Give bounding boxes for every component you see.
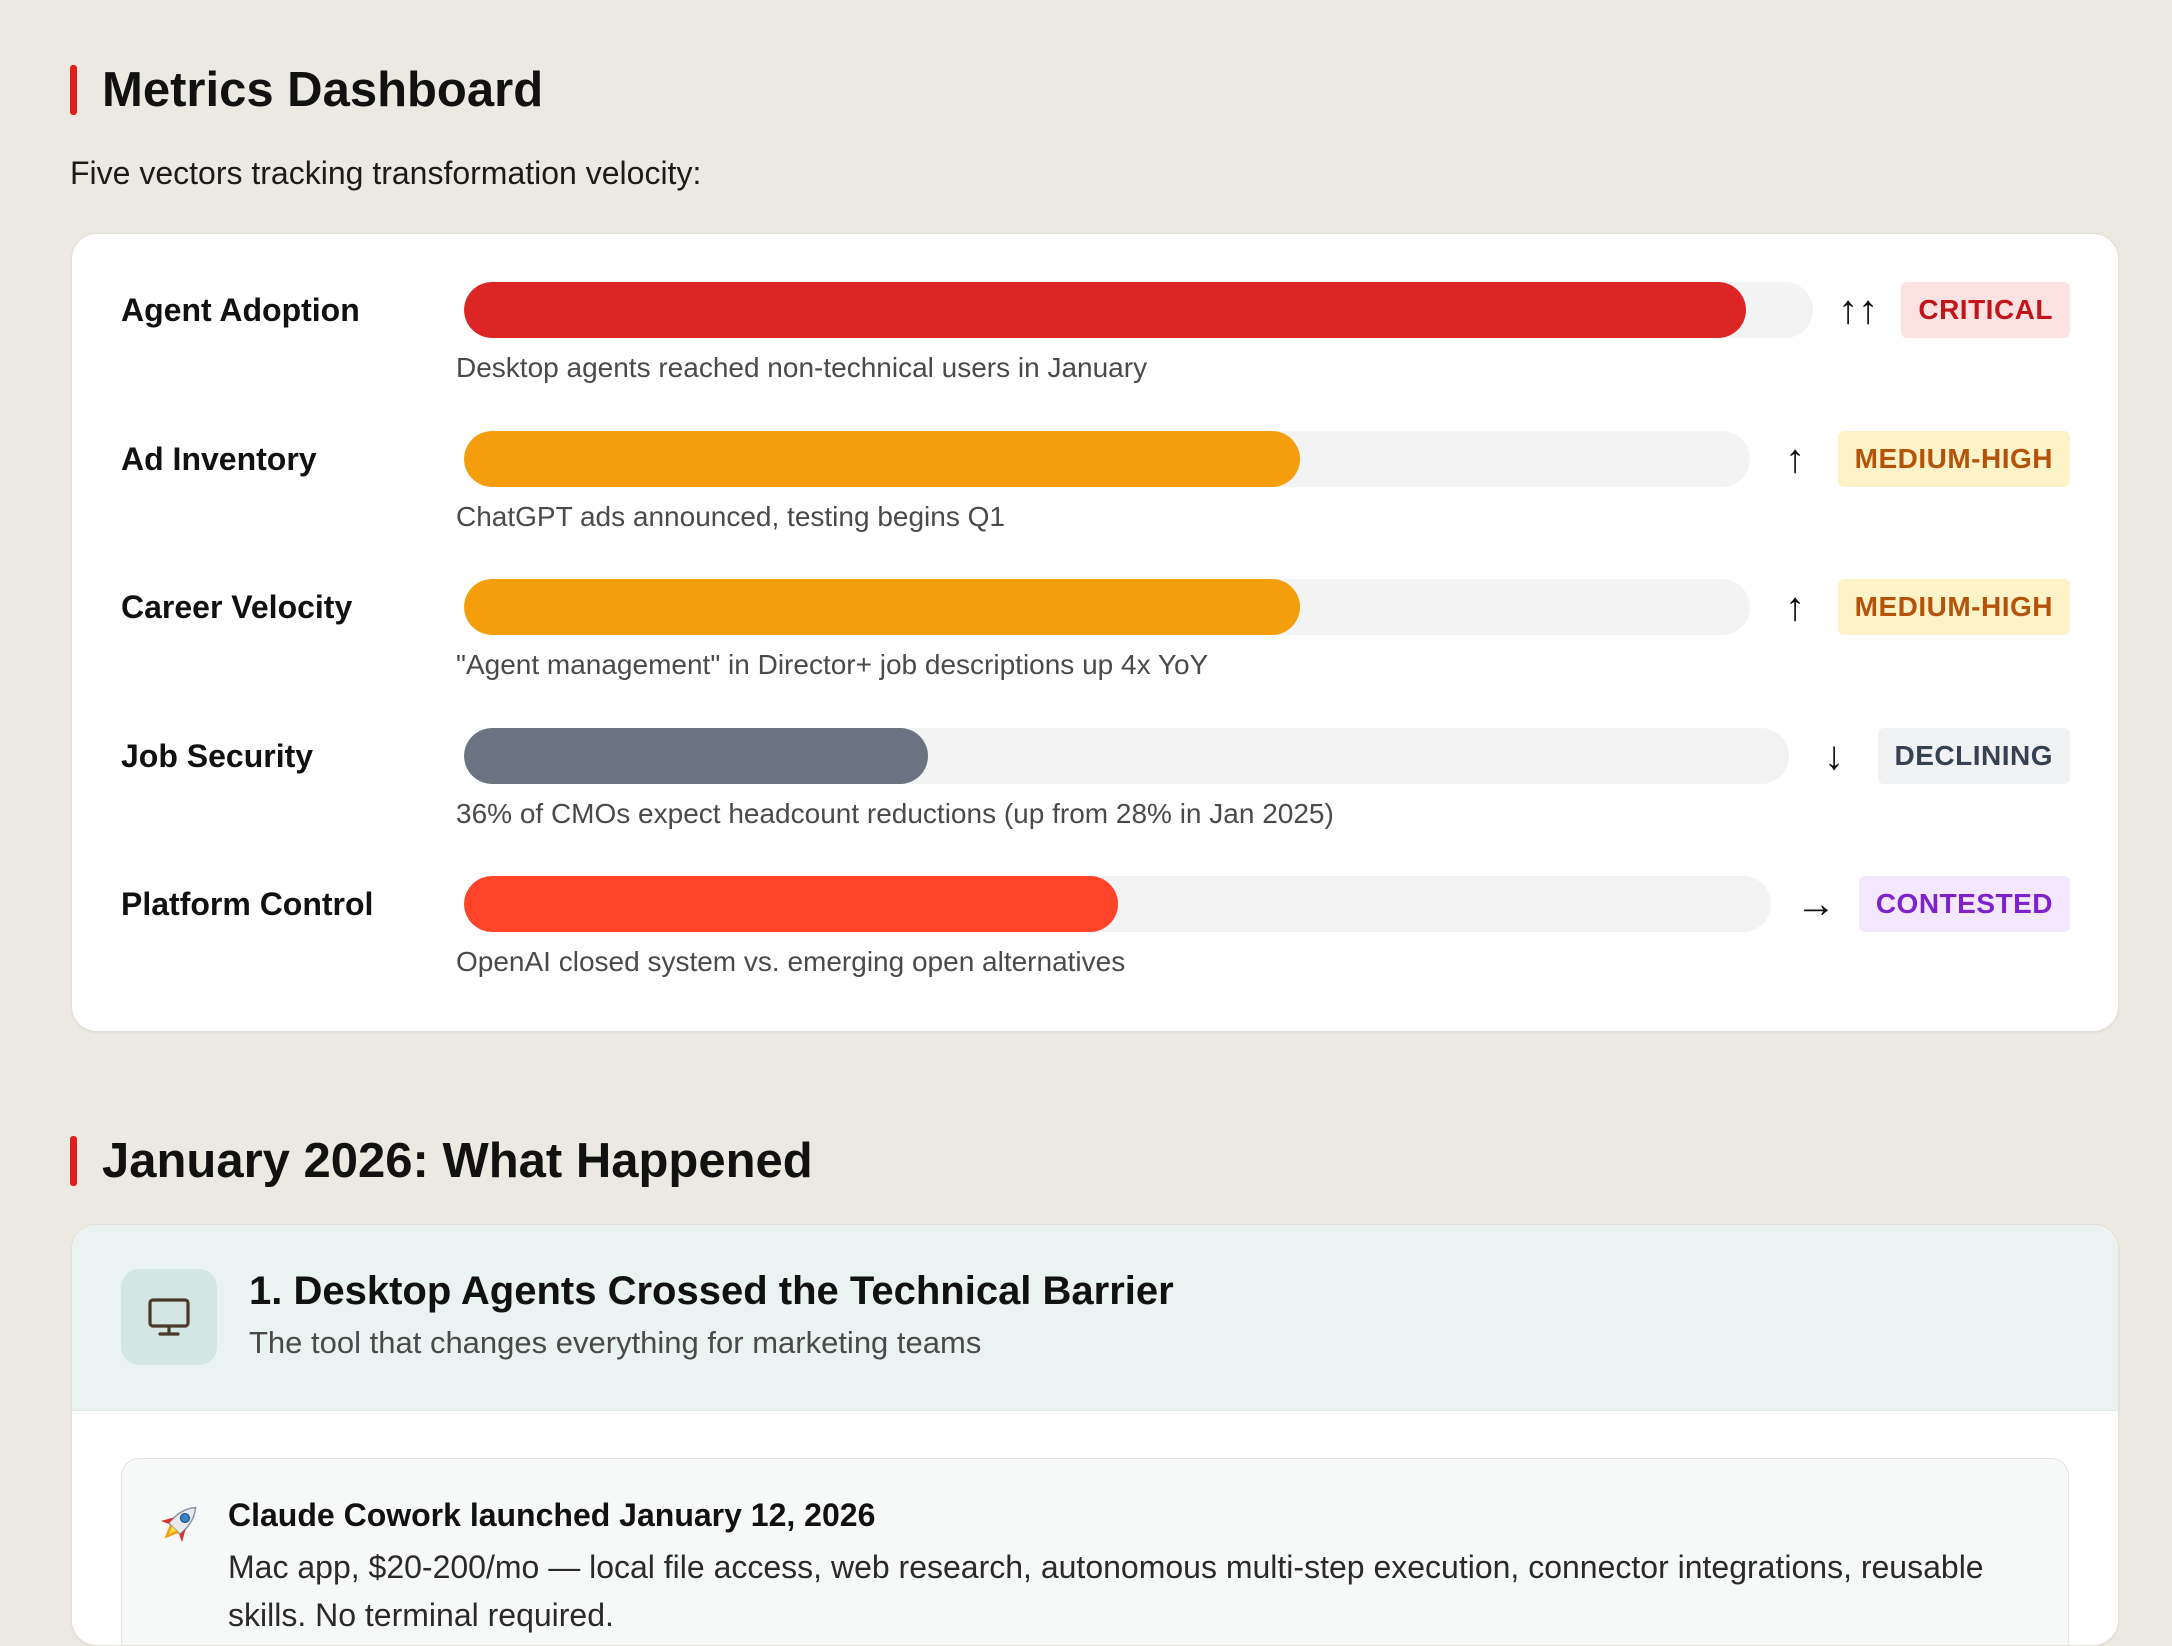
metric-bar-fill — [464, 876, 1118, 932]
heading-accent-bar — [70, 1136, 77, 1186]
event-card-header[interactable]: 1. Desktop Agents Crossed the Technical … — [72, 1225, 2118, 1411]
metric-bar-fill — [464, 579, 1300, 635]
event-title: 1. Desktop Agents Crossed the Technical … — [249, 1269, 1174, 1313]
trend-arrow-icon: ↑ — [1785, 436, 1805, 481]
metric-row: Platform Control CONTESTED → OpenAI closed … — [72, 876, 2118, 1016]
metric-name: Ad Inventory — [121, 440, 317, 477]
metric-bar-track — [464, 579, 1750, 635]
event-card: 1. Desktop Agents Crossed the Technical … — [71, 1224, 2119, 1646]
metric-bar-fill — [464, 282, 1746, 338]
metrics-intro-text: Five vectors tracking transformation vel… — [70, 155, 702, 191]
event-subtitle: The tool that changes everything for mar… — [249, 1325, 982, 1360]
heading-accent-bar — [70, 65, 77, 115]
rocket-icon — [154, 1497, 206, 1549]
metric-description: OpenAI closed system vs. emerging open a… — [456, 946, 1126, 977]
event-item-text: Mac app, $20-200/mo — local file access,… — [228, 1549, 1984, 1633]
metric-bar-track — [464, 282, 1813, 338]
status-badge: MEDIUM-HIGH — [1837, 430, 2070, 487]
metric-row: Agent Adoption CRITICAL ↑↑ Desktop agents r… — [72, 282, 2118, 422]
metric-name: Job Security — [121, 737, 314, 774]
metrics-dashboard-heading: Metrics Dashboard — [70, 62, 543, 118]
trend-arrow-icon: → — [1796, 882, 1836, 926]
metric-row: Career Velocity MEDIUM-HIGH ↑ "Agent manage… — [72, 579, 2118, 719]
events-heading: January 2026: What Happened — [70, 1133, 813, 1189]
status-badge: CRITICAL — [1901, 282, 2070, 338]
events-title: January 2026: What Happened — [102, 1134, 813, 1188]
metric-description: Desktop agents reached non-technical use… — [456, 352, 1148, 383]
metric-row: Job Security DECLINING ↓ 36% of CMOs expect… — [72, 727, 2118, 868]
metric-bar-fill — [464, 727, 928, 784]
metric-bar-track — [464, 727, 1789, 784]
metric-description: 36% of CMOs expect headcount reductions … — [456, 797, 1334, 829]
trend-arrow-icon: ↓ — [1824, 733, 1844, 778]
metric-description: ChatGPT ads announced, testing begins Q1 — [456, 500, 1005, 532]
metric-name: Platform Control — [121, 886, 374, 922]
trend-arrow-icon: ↑ — [1785, 585, 1805, 629]
monitor-icon — [121, 1269, 217, 1365]
status-badge: MEDIUM-HIGH — [1837, 579, 2070, 635]
metric-name: Agent Adoption — [121, 292, 360, 328]
metrics-dashboard-title: Metrics Dashboard — [102, 63, 544, 117]
status-badge: DECLINING — [1877, 727, 2070, 784]
metric-description: "Agent management" in Director+ job desc… — [456, 649, 1209, 680]
event-item: Claude Cowork launched January 12, 2026 … — [121, 1458, 2069, 1645]
status-badge: CONTESTED — [1858, 876, 2070, 932]
metric-row: Ad Inventory MEDIUM-HIGH ↑ ChatGPT ads anno… — [72, 430, 2118, 571]
metric-bar-track — [464, 876, 1771, 932]
trend-arrow-icon: ↑↑ — [1838, 288, 1878, 332]
metric-bar-track — [464, 430, 1750, 487]
metrics-card: Agent Adoption CRITICAL ↑↑ Desktop agents r… — [71, 233, 2119, 1032]
metric-bar-fill — [464, 430, 1300, 487]
event-item-title: Claude Cowork launched January 12, 2026 — [228, 1497, 876, 1533]
metric-name: Career Velocity — [121, 589, 353, 625]
